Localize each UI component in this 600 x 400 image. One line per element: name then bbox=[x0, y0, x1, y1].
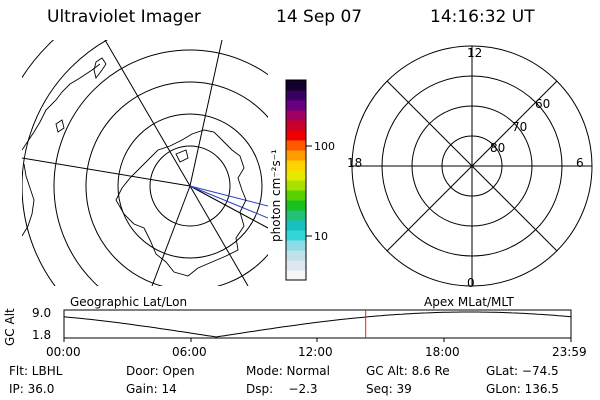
door-info: Door: Open bbox=[126, 364, 195, 378]
meridian-line bbox=[104, 40, 191, 187]
x-tick-label: 00:00 bbox=[46, 345, 81, 359]
colorbar-cell bbox=[286, 160, 306, 171]
latitude-ring bbox=[117, 113, 263, 259]
seq-info: Seq: 39 bbox=[366, 382, 412, 396]
latitude-ring bbox=[22, 40, 55, 79]
altitude-y-bottom: 1.8 bbox=[32, 328, 52, 342]
filter-info: Flt: LBHL bbox=[9, 364, 63, 378]
x-tick-label: 18:00 bbox=[425, 345, 460, 359]
colorbar-tick-10: 10 bbox=[314, 230, 328, 243]
island-outline bbox=[93, 57, 107, 80]
colorbar-cell bbox=[286, 190, 306, 201]
colorbar-cell bbox=[286, 180, 306, 191]
x-tick-label: 23:59 bbox=[552, 345, 587, 359]
instrument-title: Ultraviolet Imager bbox=[47, 7, 201, 27]
island-outline bbox=[55, 119, 65, 133]
colorbar-tick-100: 100 bbox=[314, 140, 335, 153]
colorbar-cell bbox=[286, 270, 306, 281]
colorbar-cell bbox=[286, 230, 306, 241]
coastline bbox=[22, 163, 35, 237]
geographic-map bbox=[22, 40, 268, 286]
date-label: 14 Sep 07 bbox=[276, 7, 363, 27]
colorbar-cell bbox=[286, 120, 306, 131]
mlt-label-12: 12 bbox=[467, 46, 483, 60]
colorbar-cell bbox=[286, 110, 306, 121]
colorbar-cell bbox=[286, 80, 306, 91]
altitude-y-top: 9.0 bbox=[32, 306, 52, 320]
gain-info: Gain: 14 bbox=[126, 382, 177, 396]
time-label: 14:16:32 UT bbox=[430, 7, 535, 27]
colorbar-cell bbox=[286, 260, 306, 271]
ip-info: IP: 36.0 bbox=[9, 382, 55, 396]
mlat-label-70: 70 bbox=[512, 120, 528, 134]
altitude-panel bbox=[63, 309, 572, 342]
colorbar-cell bbox=[286, 140, 306, 151]
mlt-label-18: 18 bbox=[347, 156, 363, 170]
meridian-line bbox=[22, 157, 191, 187]
colorbar-cell bbox=[286, 150, 306, 161]
colorbar-cell bbox=[286, 130, 306, 141]
apex-caption: Apex MLat/MLT bbox=[424, 295, 514, 309]
dsp-info: Dsp: −2.3 bbox=[246, 382, 318, 396]
antarctica-coastline bbox=[115, 129, 247, 277]
colorbar-cell bbox=[286, 90, 306, 101]
meridian-line bbox=[189, 185, 268, 229]
terminator-line bbox=[189, 185, 268, 207]
colorbar-cell bbox=[286, 220, 306, 231]
colorbar-cell bbox=[286, 170, 306, 181]
colorbar-cell bbox=[286, 100, 306, 111]
coastline bbox=[22, 63, 101, 151]
altitude-curve bbox=[63, 311, 572, 338]
meridian-line bbox=[189, 40, 223, 187]
mode-info: Mode: Normal bbox=[246, 364, 330, 378]
mlat-label-80: 80 bbox=[490, 141, 506, 155]
x-tick-label: 12:00 bbox=[298, 345, 333, 359]
latitude-ring bbox=[53, 49, 268, 286]
glat-info: GLat: −74.5 bbox=[486, 364, 559, 378]
colorbar-cell bbox=[286, 200, 306, 211]
colorbar-cell bbox=[286, 210, 306, 221]
colorbar-unit-label: photon cm⁻²s⁻¹ bbox=[269, 149, 283, 242]
apex-map bbox=[351, 45, 593, 287]
latitude-ring bbox=[149, 145, 231, 227]
altitude-axis-label: GC Alt bbox=[3, 308, 17, 346]
mlt-label-0: 0 bbox=[467, 276, 475, 290]
colorbar-cell bbox=[286, 240, 306, 251]
meridian-line bbox=[151, 185, 191, 286]
colorbar-cell bbox=[286, 250, 306, 261]
gc-alt-info: GC Alt: 8.6 Re bbox=[366, 364, 450, 378]
glon-info: GLon: 136.5 bbox=[486, 382, 559, 396]
mlt-label-6: 6 bbox=[576, 156, 584, 170]
color-bar bbox=[285, 79, 312, 281]
x-tick-label: 06:00 bbox=[172, 345, 207, 359]
terminator-line bbox=[189, 185, 268, 219]
latitude-ring bbox=[85, 81, 268, 286]
geographic-caption: Geographic Lat/Lon bbox=[70, 295, 188, 309]
mlt-meridian bbox=[382, 76, 562, 256]
island-outline bbox=[175, 149, 189, 163]
meridian-line bbox=[189, 185, 249, 286]
mlat-label-60: 60 bbox=[535, 97, 551, 111]
